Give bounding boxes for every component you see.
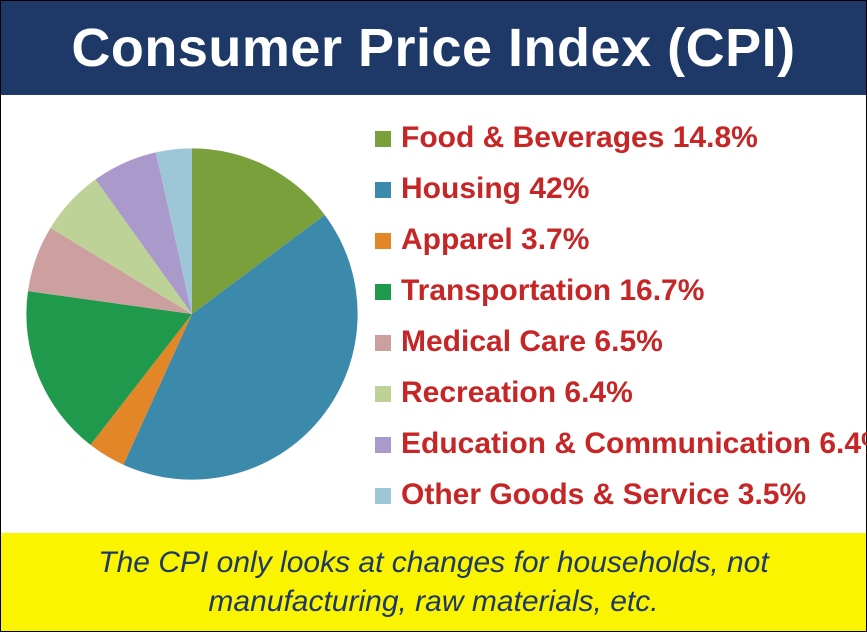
legend-item: Food & Beverages 14.8% [375,121,867,155]
legend-item: Recreation 6.4% [375,376,867,410]
content-area: Food & Beverages 14.8% Housing 42% Apparel… [1,95,866,533]
legend-label: Apparel 3.7% [401,223,589,257]
legend-label: Housing 42% [401,172,589,206]
legend-swatch [375,335,391,351]
legend-swatch [375,182,391,198]
legend-item: Apparel 3.7% [375,223,867,257]
legend-item: Education & Communication 6.4% [375,427,867,461]
footer-text: The CPI only looks at changes for househ… [29,543,838,621]
legend-item: Other Goods & Service 3.5% [375,478,867,512]
legend-label: Food & Beverages 14.8% [401,121,758,155]
legend-swatch [375,437,391,453]
page-title: Consumer Price Index (CPI) [71,17,795,79]
pie-chart-area [1,95,371,533]
legend-item: Transportation 16.7% [375,274,867,308]
footer-bar: The CPI only looks at changes for househ… [1,533,866,631]
legend-label: Education & Communication 6.4% [401,427,867,461]
legend-swatch [375,386,391,402]
legend-item: Medical Care 6.5% [375,325,867,359]
legend-swatch [375,131,391,147]
pie-chart [23,144,361,484]
legend-item: Housing 42% [375,172,867,206]
header-bar: Consumer Price Index (CPI) [1,1,866,95]
legend: Food & Beverages 14.8% Housing 42% Apparel… [371,95,867,533]
legend-label: Medical Care 6.5% [401,325,663,359]
legend-label: Transportation 16.7% [401,274,704,308]
legend-swatch [375,488,391,504]
legend-label: Recreation 6.4% [401,376,633,410]
legend-swatch [375,284,391,300]
legend-swatch [375,233,391,249]
legend-label: Other Goods & Service 3.5% [401,478,806,512]
